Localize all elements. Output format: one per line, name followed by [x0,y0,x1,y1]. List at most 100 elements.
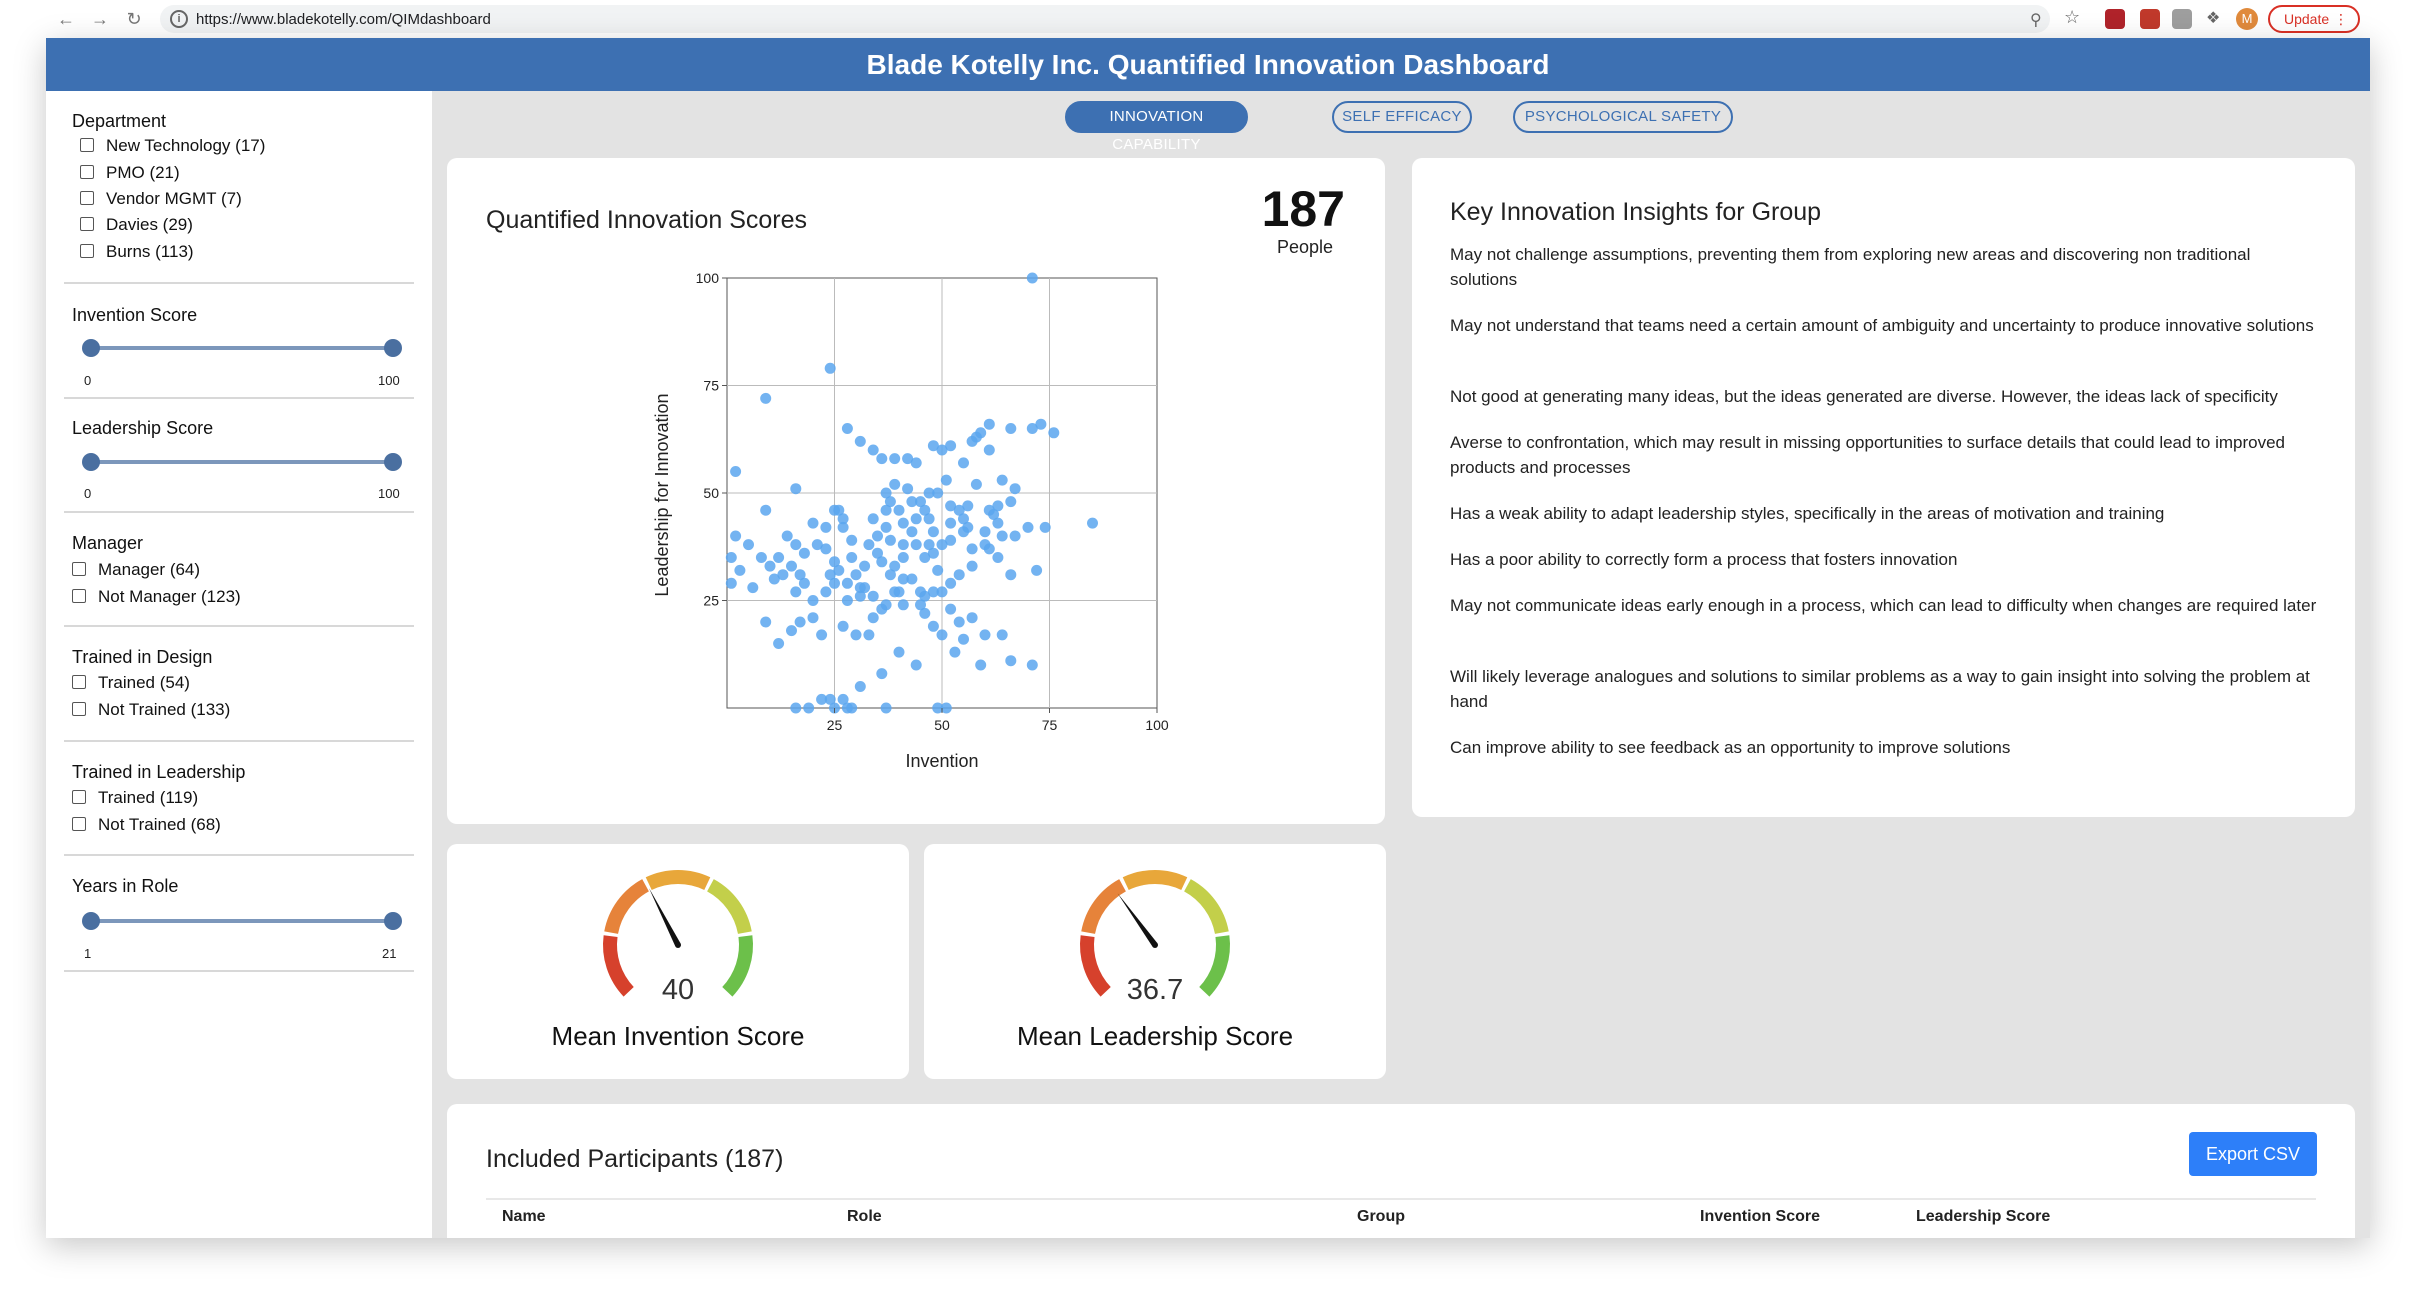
leadership-slider-max-handle[interactable] [384,453,402,471]
scatter-point [786,625,797,637]
department-option[interactable]: New Technology (17) [80,135,265,157]
scatter-point [816,693,828,705]
leadership-slider-track[interactable] [90,460,392,464]
trained-leadership-option[interactable]: Trained (119) [72,787,198,809]
tab-innovation-capability[interactable]: INNOVATION CAPABILITY [1065,101,1248,153]
scatter-point [932,487,944,499]
leadership-gauge-label: Mean Leadership Score [1016,1021,1294,1051]
column-header-leadership-score[interactable]: Leadership Score [1916,1208,2051,1225]
scatter-point [966,612,978,624]
years-slider-max-handle[interactable] [384,912,402,930]
checkbox[interactable] [80,244,94,258]
scatter-point [893,646,905,658]
back-icon[interactable]: ← [57,9,75,29]
camera-extension-icon[interactable] [2172,9,2192,29]
department-option[interactable]: PMO (21) [80,162,180,184]
scatter-point [897,573,909,585]
scatter-point [833,504,845,516]
trained-design-option[interactable]: Trained (54) [72,672,190,694]
reload-icon[interactable]: ↻ [126,9,142,29]
address-bar[interactable]: i https://www.bladekotelly.com/QIMdashbo… [160,5,2050,33]
extension-badge-icon[interactable] [2140,9,2160,29]
scatter-point [730,466,742,477]
department-option[interactable]: Davies (29) [80,214,193,236]
zoom-icon[interactable]: ⚲ [2030,12,2042,29]
option-label: New Technology (17) [106,136,266,155]
checkbox[interactable] [72,817,86,831]
department-option[interactable]: Vendor MGMT (7) [80,188,242,210]
column-header-group[interactable]: Group [1357,1208,1405,1225]
invention-slider-min-handle[interactable] [82,339,100,357]
info-icon[interactable]: i [170,10,188,28]
manager-option[interactable]: Manager (64) [72,559,200,581]
department-option[interactable]: Burns (113) [80,241,194,263]
slider-min-label: 0 [84,486,92,501]
scatter-point [992,552,1004,563]
manager-option[interactable]: Not Manager (123) [72,586,241,608]
invention-slider-track[interactable] [90,346,392,350]
scatter-point [1005,569,1017,581]
filter-sidebar: Department New Technology (17) PMO (21) … [46,91,432,1238]
bookmark-star-icon[interactable]: ☆ [2064,7,2081,27]
trained-design-option[interactable]: Not Trained (133) [72,699,230,721]
checkbox[interactable] [80,217,94,231]
slider-max-label: 21 [382,946,397,961]
insight-item: May not communicate ideas early enough i… [1450,596,2317,615]
x-tick-label: 25 [827,717,843,733]
department-title: Department [72,111,167,131]
scatter-point [919,552,931,563]
puzzle-extensions-icon[interactable]: ❖ [2206,10,2221,27]
checkbox[interactable] [80,138,94,152]
years-slider-track[interactable] [90,919,392,923]
leadership-slider-min-handle[interactable] [82,453,100,471]
mean-leadership-card: 36.7 Mean Leadership Score [924,844,1386,1079]
tab-self-efficacy[interactable]: SELF EFFICACY [1332,101,1472,133]
scatter-point [790,539,802,551]
scatter-point [725,577,737,589]
profile-avatar[interactable]: M [2236,8,2258,30]
gauge-segment [1081,879,1127,935]
gauge-segment [1199,935,1230,997]
gauge-segment [603,935,634,997]
years-slider-min-handle[interactable] [82,912,100,930]
scatter-point [816,629,828,641]
insight-item: Will likely leverage analogues and solut… [1450,667,2310,711]
scatter-point [867,612,879,624]
scatter-point [1087,517,1098,529]
scatter-point [988,509,1000,520]
scatter-point [846,552,858,563]
update-button[interactable]: Update ⋮ [2268,5,2360,33]
insights-title: Key Innovation Insights for Group [1450,198,1822,226]
insight-item: Averse to confrontation, which may resul… [1450,433,2286,477]
scatter-point [867,590,879,602]
invention-slider-max-handle[interactable] [384,339,402,357]
forward-icon[interactable]: → [91,9,109,29]
checkbox[interactable] [80,165,94,179]
divider [486,1198,2316,1200]
url-text[interactable]: https://www.bladekotelly.com/QIMdashboar… [196,11,491,28]
scatter-point [794,569,806,581]
y-tick-label: 50 [703,485,719,501]
trained-leadership-option[interactable]: Not Trained (68) [72,814,221,836]
scatter-point [824,693,836,705]
scatter-point [966,543,978,555]
checkbox[interactable] [72,589,86,603]
scatter-point [906,526,918,538]
shield-extension-icon[interactable] [2105,9,2125,29]
invention-gauge-value: 40 [661,974,695,1006]
checkbox[interactable] [72,675,86,689]
checkbox[interactable] [72,702,86,716]
scatter-point [992,500,1004,512]
scatter-point [824,362,836,374]
trained-leadership-title: Trained in Leadership [72,762,246,782]
column-header-name[interactable]: Name [502,1208,546,1225]
tab-psychological-safety[interactable]: PSYCHOLOGICAL SAFETY [1513,101,1733,133]
export-csv-button[interactable]: Export CSV [2189,1132,2317,1176]
column-header-role[interactable]: Role [847,1208,882,1225]
browser-toolbar: ← → ↻ i https://www.bladekotelly.com/QIM… [0,0,2416,38]
scatter-point [945,534,957,546]
checkbox[interactable] [80,191,94,205]
checkbox[interactable] [72,562,86,576]
checkbox[interactable] [72,790,86,804]
column-header-invention-score[interactable]: Invention Score [1700,1208,1821,1225]
